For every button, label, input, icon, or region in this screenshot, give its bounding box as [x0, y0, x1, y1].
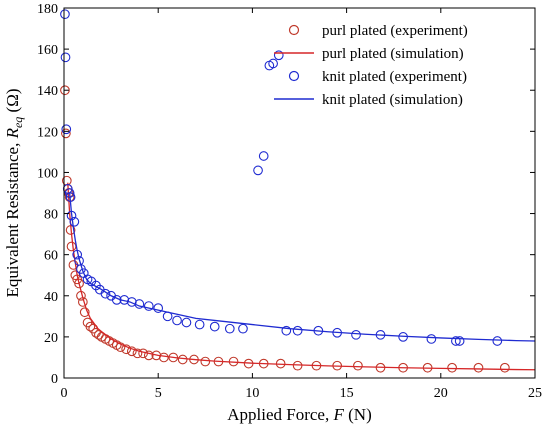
x-axis-label: Applied Force, F (N) [227, 405, 371, 424]
data-point [61, 128, 71, 139]
legend-item: knit plated (experiment) [288, 69, 467, 85]
legend-label: knit plated (simulation) [322, 92, 463, 108]
data-point [292, 325, 303, 336]
y-tick-label: 0 [51, 372, 58, 387]
data-point [115, 342, 126, 353]
y-tick-label: 60 [44, 249, 58, 264]
data-point [253, 165, 263, 176]
data-point [353, 360, 363, 371]
data-point [143, 301, 154, 311]
data-point [159, 352, 169, 363]
data-point [181, 317, 192, 328]
data-point [473, 362, 484, 373]
x-tick-label: 25 [528, 386, 542, 401]
legend-item: purl plated (experiment) [288, 23, 468, 39]
y-axis-label-subscript: eq [11, 117, 25, 128]
data-point [85, 321, 96, 332]
data-point [209, 321, 220, 332]
series-line [69, 192, 536, 342]
legend-label: knit plated (experiment) [322, 69, 467, 85]
data-point [177, 354, 188, 365]
data-point [447, 362, 457, 373]
data-point [69, 216, 80, 227]
legend-swatch-marker [288, 24, 300, 36]
legend: purl plated (experiment) purl plated (sim… [274, 23, 468, 108]
legend-item: purl plated (simulation) [274, 46, 464, 62]
data-point [238, 323, 248, 334]
series-0 [60, 85, 510, 373]
legend-label: purl plated (experiment) [322, 23, 468, 39]
y-axis-label: Equivalent Resistance, Req (Ω) [3, 88, 25, 297]
data-point [60, 85, 70, 96]
x-axis-label-variable: F [332, 405, 344, 424]
data-point [132, 348, 143, 359]
data-point [194, 319, 205, 330]
y-tick-label: 100 [37, 166, 58, 181]
data-point [153, 303, 164, 313]
data-point [172, 315, 182, 326]
series-3 [69, 192, 536, 342]
legend-swatch-marker [288, 70, 300, 82]
data-point [60, 9, 70, 20]
data-point [268, 58, 278, 69]
y-tick-label: 20 [44, 331, 58, 346]
x-tick-label: 5 [155, 386, 162, 401]
y-axis-label-variable: R [3, 127, 22, 139]
data-point [126, 346, 137, 357]
series-1 [67, 182, 536, 371]
data-point [143, 350, 154, 361]
data-point [351, 329, 361, 340]
data-point [292, 360, 303, 371]
data-point [454, 336, 465, 346]
data-point [61, 124, 72, 135]
data-point [121, 344, 132, 355]
data-point [200, 356, 211, 367]
data-point [451, 336, 461, 346]
x-axis-label-suffix: (N) [344, 405, 372, 424]
x-tick-label: 0 [61, 386, 68, 401]
legend-label: purl plated (simulation) [322, 46, 464, 62]
data-point [273, 50, 284, 61]
data-point [224, 323, 235, 334]
data-point [492, 336, 503, 346]
data-point [426, 334, 437, 344]
y-tick-label: 180 [37, 2, 58, 17]
x-tick-label: 20 [434, 386, 448, 401]
y-tick-label: 160 [37, 43, 58, 58]
data-point [74, 278, 84, 289]
y-axis-label-prefix: Equivalent Resistance, [3, 138, 22, 297]
series-line [67, 182, 536, 371]
x-tick-label: 15 [340, 386, 354, 401]
y-tick-label: 40 [44, 290, 58, 305]
x-axis-label-prefix: Applied Force, [227, 405, 333, 424]
plot-frame [63, 7, 536, 379]
y-tick-label: 80 [44, 208, 58, 223]
data-point [79, 307, 90, 318]
data-point [281, 325, 292, 336]
data-point [500, 362, 510, 373]
y-tick-label: 120 [37, 125, 58, 140]
plot-marks [60, 9, 536, 373]
y-tick-label: 140 [37, 84, 58, 99]
data-point [100, 288, 111, 299]
x-tick-label: 10 [245, 386, 259, 401]
data-point [60, 52, 71, 63]
data-point [66, 241, 77, 252]
axis-ticks: 0 5 10 15 20 25 0 20 40 60 80 100 120 140 160 180 [37, 2, 542, 401]
legend-item: knit plated (simulation) [274, 92, 463, 108]
data-point [258, 151, 269, 161]
y-axis-label-suffix: (Ω) [3, 88, 22, 116]
